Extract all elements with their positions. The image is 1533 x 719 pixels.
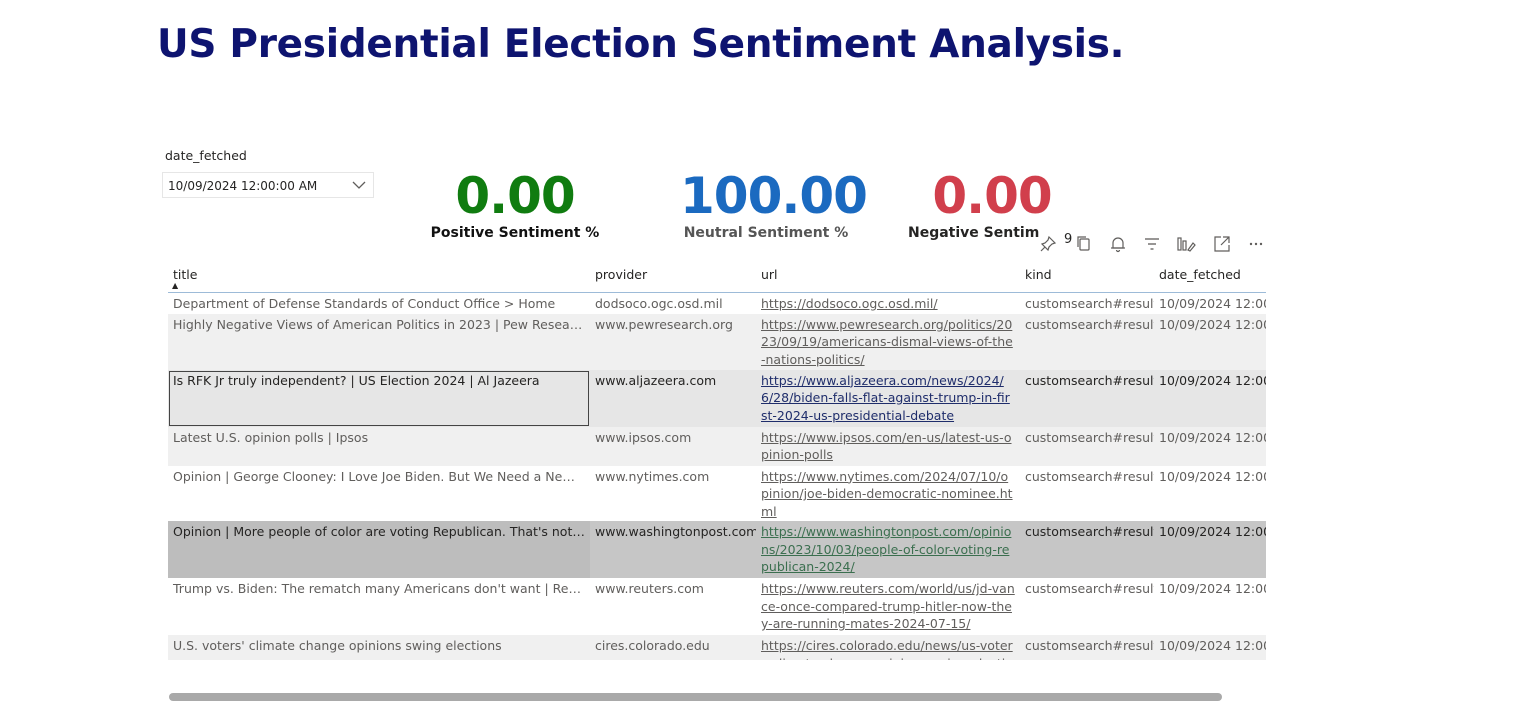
cell-kind[interactable]: customsearch#result xyxy=(1020,521,1154,578)
neutral-sentiment-value: 100.00 xyxy=(680,167,868,225)
cell-date-fetched[interactable]: 10/09/2024 12:00: xyxy=(1159,296,1266,311)
more-options-icon[interactable] xyxy=(1246,234,1266,254)
cell-title[interactable]: Is RFK Jr truly independent? | US Electi… xyxy=(168,369,590,427)
cell-title[interactable]: Opinion | More people of color are votin… xyxy=(168,521,590,578)
cell-provider[interactable]: www.pewresearch.org xyxy=(590,313,756,370)
cell-url-link[interactable]: https://dodsoco.ogc.osd.mil/ xyxy=(761,296,938,311)
chevron-down-icon xyxy=(352,181,366,189)
neutral-sentiment-card[interactable]: 100.00 Neutral Sentiment % xyxy=(680,167,868,242)
table-header-row: title ▲ provider url kind date_fetched xyxy=(168,262,1266,293)
cell-kind[interactable]: customsearch#result xyxy=(1025,581,1154,596)
cell-kind[interactable]: customsearch#result xyxy=(1020,313,1154,370)
column-header-title[interactable]: title ▲ xyxy=(168,262,590,293)
cell-provider[interactable]: www.reuters.com xyxy=(595,581,704,596)
cell-url-link[interactable]: https://www.ipsos.com/en-us/latest-us-op… xyxy=(761,429,1012,463)
cell-provider[interactable]: cires.colorado.edu xyxy=(590,635,756,660)
focus-mode-icon[interactable] xyxy=(1212,234,1232,254)
cell-title[interactable]: Latest U.S. opinion polls | Ipsos xyxy=(168,426,590,466)
positive-sentiment-value: 0.00 xyxy=(455,167,575,225)
positive-sentiment-label: Positive Sentiment % xyxy=(430,225,600,241)
cell-date-fetched[interactable]: 10/09/2024 12:00: xyxy=(1159,468,1266,484)
cell-title[interactable]: Trump vs. Biden: The rematch many Americ… xyxy=(173,581,590,596)
neutral-sentiment-label: Neutral Sentiment % xyxy=(683,225,849,241)
table-row[interactable]: Is RFK Jr truly independent? | US Electi… xyxy=(168,369,1266,427)
horizontal-scrollbar[interactable] xyxy=(169,693,1222,701)
cell-url-link[interactable]: https://www.washingtonpost.com/opinions/… xyxy=(761,524,1012,574)
column-header-url[interactable]: url xyxy=(756,262,1020,293)
cell-provider[interactable]: www.ipsos.com xyxy=(590,426,756,466)
table-row[interactable]: Department of Defense Standards of Condu… xyxy=(168,293,1266,314)
column-header-kind[interactable]: kind xyxy=(1020,262,1154,293)
cell-title[interactable]: Highly Negative Views of American Politi… xyxy=(168,313,590,370)
table-row[interactable]: Latest U.S. opinion polls | Ipsos www.ip… xyxy=(168,426,1266,466)
search-results-table[interactable]: title ▲ provider url kind date_fetched De… xyxy=(168,262,1266,660)
cell-url-link[interactable]: https://www.aljazeera.com/news/2024/6/28… xyxy=(761,372,1010,423)
table-row[interactable]: U.S. voters' climate change opinions swi… xyxy=(168,635,1266,660)
column-header-date-fetched[interactable]: date_fetched xyxy=(1154,262,1266,293)
negative-sentiment-card[interactable]: 0.00 Negative Sentim xyxy=(905,168,1079,242)
page-title: US Presidential Election Sentiment Analy… xyxy=(157,22,1125,67)
cell-date-fetched[interactable]: 10/09/2024 12:00: xyxy=(1154,635,1266,660)
sort-ascending-icon: ▲ xyxy=(172,281,179,290)
table-row[interactable]: Highly Negative Views of American Politi… xyxy=(168,313,1266,370)
table-row[interactable]: Opinion | George Clooney: I Love Joe Bid… xyxy=(168,466,1266,522)
date-slicer-label: date_fetched xyxy=(165,148,247,163)
cell-date-fetched[interactable]: 10/09/2024 12:00: xyxy=(1154,369,1266,427)
negative-sentiment-value: 0.00 xyxy=(932,168,1052,225)
cell-date-fetched[interactable]: 10/09/2024 12:00: xyxy=(1154,313,1266,370)
cell-kind[interactable]: customsearch#result xyxy=(1020,369,1154,427)
negative-sentiment-label: Negative Sentim xyxy=(908,225,1040,241)
column-header-provider[interactable]: provider xyxy=(590,262,756,293)
cell-date-fetched[interactable]: 10/09/2024 12:00: xyxy=(1154,521,1266,578)
cell-title[interactable]: U.S. voters' climate change opinions swi… xyxy=(168,635,590,660)
pin-icon[interactable] xyxy=(1038,234,1058,254)
cell-url-link[interactable]: https://cires.colorado.edu/news/us-voter… xyxy=(761,638,1013,660)
filter-icon[interactable] xyxy=(1142,234,1162,254)
cell-title[interactable]: Opinion | George Clooney: I Love Joe Bid… xyxy=(173,468,589,484)
cell-provider[interactable]: www.nytimes.com xyxy=(595,468,710,484)
cell-kind[interactable]: customsearch#result xyxy=(1020,635,1154,660)
positive-sentiment-card[interactable]: 0.00 Positive Sentiment % xyxy=(430,168,600,242)
toolbar-partial-text: 9 xyxy=(1064,232,1073,247)
cell-title[interactable]: Department of Defense Standards of Condu… xyxy=(173,296,556,311)
cell-kind[interactable]: customsearch#result xyxy=(1025,468,1154,484)
table-row[interactable]: Trump vs. Biden: The rematch many Americ… xyxy=(168,578,1266,635)
cell-kind[interactable]: customsearch#result xyxy=(1025,296,1154,311)
cell-kind[interactable]: customsearch#result xyxy=(1020,426,1154,466)
cell-url-link[interactable]: https://www.nytimes.com/2024/07/10/opini… xyxy=(761,468,1013,519)
cell-date-fetched[interactable]: 10/09/2024 12:00: xyxy=(1154,426,1266,466)
date-slicer-dropdown[interactable]: 10/09/2024 12:00:00 AM xyxy=(162,172,374,198)
cell-provider[interactable]: www.aljazeera.com xyxy=(590,369,756,427)
cell-provider[interactable]: dodsoco.ogc.osd.mil xyxy=(595,296,723,311)
cell-url-link[interactable]: https://www.pewresearch.org/politics/202… xyxy=(761,316,1013,367)
cell-provider[interactable]: www.washingtonpost.com xyxy=(590,521,756,578)
cell-url-link[interactable]: https://www.reuters.com/world/us/jd-vanc… xyxy=(761,581,1015,631)
bell-icon[interactable] xyxy=(1108,234,1128,254)
date-slicer-value: 10/09/2024 12:00:00 AM xyxy=(168,179,318,193)
copy-icon[interactable] xyxy=(1074,234,1094,254)
cell-date-fetched[interactable]: 10/09/2024 12:00: xyxy=(1159,581,1266,596)
table-row[interactable]: Opinion | More people of color are votin… xyxy=(168,521,1266,578)
format-icon[interactable] xyxy=(1176,234,1196,254)
